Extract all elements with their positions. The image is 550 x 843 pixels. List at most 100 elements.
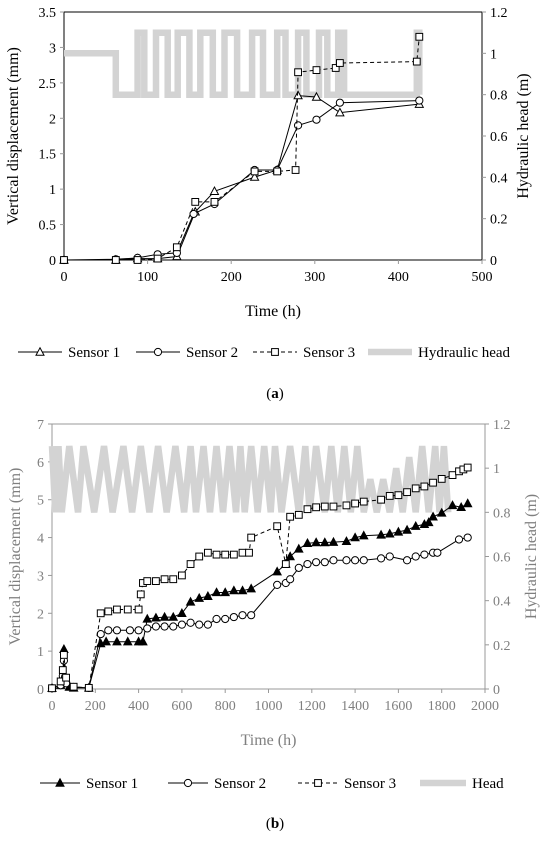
panel-a-y-tick-label: 2	[49, 112, 56, 127]
panel-a-series-sensor-1	[59, 90, 425, 264]
panel-a-sensor-2-point	[415, 96, 424, 105]
panel-b-sensor-3-point	[84, 683, 93, 692]
panel-b-panel-label: (b)	[266, 816, 284, 832]
panel-b-sensor-1-point	[185, 596, 196, 606]
panel-b-sensor-1-point	[194, 592, 205, 602]
panel-b-sensor-2-point	[411, 552, 420, 561]
panel-b-y-axis-label: Vertical displacement (mm)	[7, 468, 24, 646]
panel-b-sensor-3-point	[62, 673, 70, 682]
panel-b-sensor-2-point	[402, 556, 412, 565]
panel-b-sensor-2-point	[96, 630, 105, 639]
panel-b-sensor-2-point	[186, 618, 195, 627]
panel-b-y-tick-label: 7	[37, 418, 44, 433]
panel-b-sensor-1-point	[246, 583, 257, 593]
panel-a-sensor-3-point	[331, 64, 340, 72]
panel-b-sensor-3-point	[123, 605, 132, 614]
panel-a-sensor-3-point	[133, 256, 142, 264]
panel-b-y2-tick-label: 1	[493, 462, 500, 477]
panel-a-legend-label: Sensor 1	[68, 345, 120, 361]
panel-b-sensor-2-point	[177, 620, 186, 629]
panel-b-sensor-1-point	[319, 537, 330, 547]
panel-a-y-tick-label: 0.5	[39, 219, 57, 234]
panel-b-series-sensor-3	[48, 463, 472, 693]
panel-a-y-tick-label: 2.5	[39, 77, 57, 92]
panel-a-sensor-3-point	[412, 57, 421, 66]
panel-a-y2-tick-label: 1	[490, 47, 497, 62]
panel-a-legend-marker	[35, 346, 45, 356]
panel-b-sensor-1-point	[462, 498, 473, 508]
panel-b-sensor-3-point	[69, 682, 78, 691]
panel-b-x-tick-label: 600	[171, 699, 192, 714]
panel-b-sensor-2-point	[385, 552, 394, 561]
panel-b-sensor-3-point	[273, 522, 282, 531]
panel-b-x-axis-label: Time (h)	[241, 732, 297, 749]
panel-a-legend-sensor-3: Sensor 3	[253, 345, 355, 361]
panel-a-sensor-3-point	[111, 256, 120, 264]
panel-b-y-tick-label: 4	[37, 532, 44, 547]
panel-b-sensor-3-point	[394, 491, 403, 500]
panel-a-sensor-3-point	[191, 197, 200, 206]
panel-b-sensor-1-point	[393, 526, 404, 536]
panel-b-y2-tick-label: 0.6	[493, 551, 511, 566]
panel-b-sensor-1-point	[436, 507, 447, 517]
panel-a-legend-label: Hydraulic head	[418, 345, 511, 361]
panel-b-sensor-3-point	[113, 605, 121, 614]
panel-a-sensor-3-point	[335, 59, 344, 67]
panel-b-sensor-3-point	[411, 484, 420, 493]
panel-b-sensor-3-point	[281, 560, 290, 568]
panel-b-legend-label: Sensor 1	[86, 776, 138, 792]
panel-a-sensor-3-point	[415, 32, 424, 41]
panel-b-series-head	[48, 445, 452, 513]
panel-b-sensor-3-point	[448, 471, 457, 480]
panel-a-y-tick-label: 1	[49, 183, 56, 198]
panel-b: 0 200 400 600 800 1000 1200 1400 1600 1800 2000012…	[7, 418, 540, 832]
panel-a-sensor-1-point	[311, 91, 322, 101]
panel-a-y-tick-label: 1.5	[39, 148, 57, 163]
panel-b-sensor-2-point	[433, 548, 442, 557]
panel-a-legend-marker	[271, 348, 279, 356]
panel-a-sensor-3-point	[250, 167, 259, 176]
panel-a-legend-label: Sensor 3	[303, 345, 355, 361]
panel-b-sensor-3-point	[359, 497, 368, 506]
panel-a-legend-sensor-2: Sensor 2	[136, 345, 238, 361]
panel-b-sensor-1-point	[203, 590, 213, 600]
panel-a-sensor-2-point	[189, 209, 198, 219]
panel-a-hydraulic-head-line	[64, 29, 423, 98]
panel-b-sensor-2-point	[329, 556, 338, 565]
panel-a-sensor-2-line	[63, 100, 420, 261]
panel-b-sensor-2-point	[359, 556, 368, 565]
panel-b-sensor-3-point	[342, 501, 351, 510]
panel-a-y2-tick-label: 0.6	[490, 130, 508, 145]
panel-b-sensor-3-point	[212, 550, 221, 559]
panel-b-sensor-1-point	[341, 536, 352, 546]
panel-a: 0 100 200 300 400 50000.511.522.533.500.20.40…	[5, 6, 532, 402]
panel-b-sensor-1-point	[428, 511, 438, 521]
panel-a-panel-label-close: )	[279, 386, 284, 402]
panel-b-sensor-3-point	[312, 503, 321, 512]
panel-b-sensor-3-point	[286, 512, 295, 521]
panel-a-series-sensor-3	[60, 32, 424, 264]
panel-b-sensor-1-point	[122, 636, 133, 646]
panel-a-y2-axis-label: Hydraulic head (m)	[515, 73, 532, 198]
panel-a-legend-hydraulic-head: Hydraulic head	[368, 345, 511, 361]
panel-b-sensor-3-point	[329, 502, 338, 511]
panel-b-y-tick-label: 6	[37, 456, 44, 471]
panel-a-y-axis-label: Vertical displacement (mm)	[5, 47, 22, 225]
panel-a-sensor-3-point	[294, 68, 302, 77]
panel-b-legend-sensor-2: Sensor 2	[168, 776, 266, 792]
panel-b-sensor-1-point	[138, 636, 148, 646]
panel-b-sensor-3-point	[420, 482, 429, 491]
panel-b-sensor-3-point	[320, 502, 329, 511]
panel-b-sensor-2-point	[160, 622, 169, 631]
panel-a-panel-label-open: (	[266, 386, 271, 402]
panel-b-sensor-2-point	[312, 558, 321, 567]
panel-b-sensor-3-point	[136, 590, 145, 599]
panel-b-sensor-2-point	[376, 554, 386, 563]
panel-a-y-tick-label: 0	[49, 254, 56, 269]
panel-b-legend-marker	[183, 778, 193, 788]
panel-b-sensor-1-point	[358, 530, 369, 540]
panel-b-sensor-3-point	[377, 495, 385, 504]
panel-b-sensor-2-point	[195, 620, 204, 629]
